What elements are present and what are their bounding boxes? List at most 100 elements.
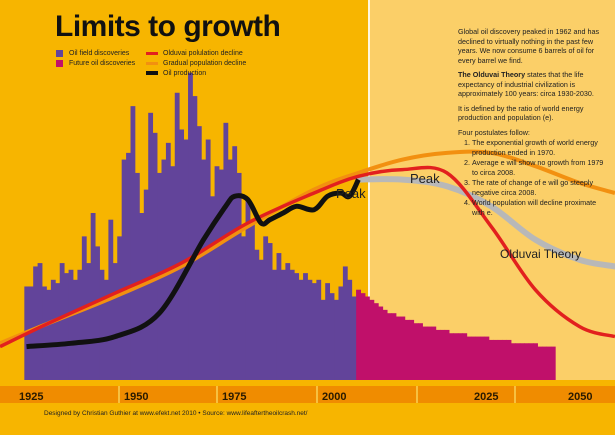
future-discovery-bar <box>360 293 366 380</box>
discovery-bar <box>303 273 308 380</box>
legend-label: Oil production <box>163 69 207 77</box>
future-discovery-bar <box>387 313 392 380</box>
discovery-bar <box>121 159 127 380</box>
peak-population-annotation: Peak <box>410 171 440 186</box>
postulate-item: The exponential growth of world energy p… <box>472 138 610 157</box>
description-postulates-heading: Four postulates follow: <box>458 127 530 137</box>
future-discovery-bar <box>546 346 552 380</box>
discovery-bar <box>289 269 295 380</box>
future-discovery-bar <box>413 323 419 380</box>
future-oil-swatch <box>56 59 63 67</box>
timeline-label-2000: 2000 <box>322 391 347 403</box>
discovery-bar <box>95 246 100 380</box>
future-discovery-bar <box>378 306 384 380</box>
discovery-bar <box>179 129 185 380</box>
discovery-bar <box>130 106 136 381</box>
discovery-bar <box>316 279 322 380</box>
discovery-bar <box>46 289 52 380</box>
discovery-bar <box>165 142 171 380</box>
legend-label: Gradual population decline <box>163 59 247 67</box>
discovery-bar <box>241 236 246 380</box>
future-discovery-bar <box>365 296 370 380</box>
discovery-bar <box>33 266 39 380</box>
future-discovery-bar <box>533 343 538 380</box>
description-ratio: It is defined by the ratio of world ener… <box>458 103 584 123</box>
legend-item-oil-field: Oil field discoveries <box>56 48 135 58</box>
olduvai-swatch <box>146 51 158 55</box>
credit-line: Designed by Christian Guthier at www.efe… <box>44 410 308 417</box>
discovery-bar <box>267 243 273 380</box>
discovery-bar <box>311 283 317 380</box>
future-discovery-bar <box>541 346 547 380</box>
future-discovery-bar <box>511 343 516 380</box>
discovery-bar <box>134 172 140 380</box>
production-projection-line <box>355 176 615 270</box>
discovery-bar <box>55 283 61 380</box>
olduvai-decline-line <box>0 165 615 349</box>
discovery-bar <box>232 146 238 380</box>
discovery-bar <box>99 269 105 380</box>
future-discovery-bar <box>466 336 472 380</box>
legend-label: Olduvai polulation decline <box>163 49 243 57</box>
discovery-bar <box>245 199 251 380</box>
discovery-bar <box>227 159 233 380</box>
discovery-bar <box>188 72 193 380</box>
present-divider <box>368 0 370 380</box>
discovery-bar <box>214 166 220 380</box>
future-discovery-bar <box>462 333 468 380</box>
future-discovery-bar <box>471 336 477 380</box>
discovery-bar <box>276 253 282 380</box>
description-panel: Global oil discovery peaked in 1962 and … <box>458 27 610 218</box>
future-discovery-bar <box>435 329 441 380</box>
discovery-bar <box>254 249 260 380</box>
timeline-label-1950: 1950 <box>124 391 149 403</box>
discovery-bar <box>219 169 224 380</box>
future-discovery-bar <box>444 329 450 380</box>
discovery-bar <box>103 279 109 380</box>
legend-item-production: Oil production <box>146 68 246 78</box>
discovery-bar <box>236 172 242 380</box>
discovery-bar <box>112 263 118 380</box>
postulates-list: The exponential growth of world energy p… <box>458 138 610 217</box>
postulate-item: Average e will show no growth from 1979 … <box>472 158 610 177</box>
olduvai-definition: states that the life expectancy of indus… <box>458 70 594 98</box>
future-discovery-bar <box>422 326 428 380</box>
timeline-label-1975: 1975 <box>222 391 247 403</box>
postulate-item: World population will decline proximate … <box>472 198 610 217</box>
future-discovery-bar <box>519 343 525 380</box>
discovery-bar <box>139 213 145 380</box>
discovery-bar <box>223 122 229 380</box>
discovery-bar <box>42 286 47 380</box>
page-title: Limits to growth <box>55 10 281 43</box>
future-discovery-bar <box>480 336 485 380</box>
future-discovery-bar <box>502 339 508 380</box>
timeline-separator <box>416 386 418 403</box>
discovery-bar <box>307 279 313 380</box>
future-discovery-bar <box>409 319 415 380</box>
legend-item-future-oil: Future oil discoveries <box>56 58 135 68</box>
discovery-bar <box>263 236 269 380</box>
discovery-bar <box>77 269 83 380</box>
future-discovery-bar <box>391 313 397 380</box>
future-discovery-bar <box>431 326 437 380</box>
future-discovery-bar <box>457 333 463 380</box>
discovery-bar <box>298 279 304 380</box>
future-discovery-bar <box>395 316 401 380</box>
discovery-bar <box>37 263 43 380</box>
future-discovery-bar <box>440 329 446 380</box>
future-discovery-bar <box>426 326 432 380</box>
olduvai-term: The Olduvai Theory <box>458 70 526 79</box>
legend-label: Future oil discoveries <box>69 59 136 67</box>
discovery-bar <box>334 299 339 380</box>
discovery-bar <box>249 223 255 380</box>
timeline-separator <box>514 386 516 403</box>
postulate-item: The rate of change of e will go steeply … <box>472 178 610 197</box>
discovery-bar <box>325 283 331 380</box>
future-discovery-bar <box>356 289 361 380</box>
production-swatch <box>146 71 158 75</box>
discovery-bar <box>294 273 300 380</box>
future-discovery-bar <box>453 333 459 380</box>
discovery-bar <box>351 296 357 380</box>
legend-item-gradual: Gradual population decline <box>146 58 246 68</box>
timeline-separator <box>216 386 218 403</box>
